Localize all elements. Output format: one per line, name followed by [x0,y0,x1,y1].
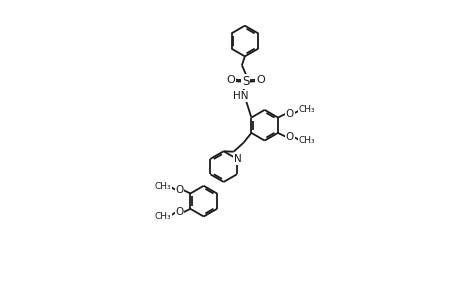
Text: O: O [226,75,235,85]
Text: CH₃: CH₃ [155,182,171,190]
Text: CH₃: CH₃ [155,212,171,221]
Text: O: O [285,109,293,118]
Text: O: O [256,75,264,85]
Text: CH₃: CH₃ [298,136,314,145]
Text: O: O [175,185,183,195]
Text: O: O [285,132,293,142]
Text: O: O [175,207,183,217]
Text: N: N [233,154,241,164]
Text: HN: HN [233,91,248,101]
Text: CH₃: CH₃ [298,105,314,114]
Text: S: S [241,75,249,88]
